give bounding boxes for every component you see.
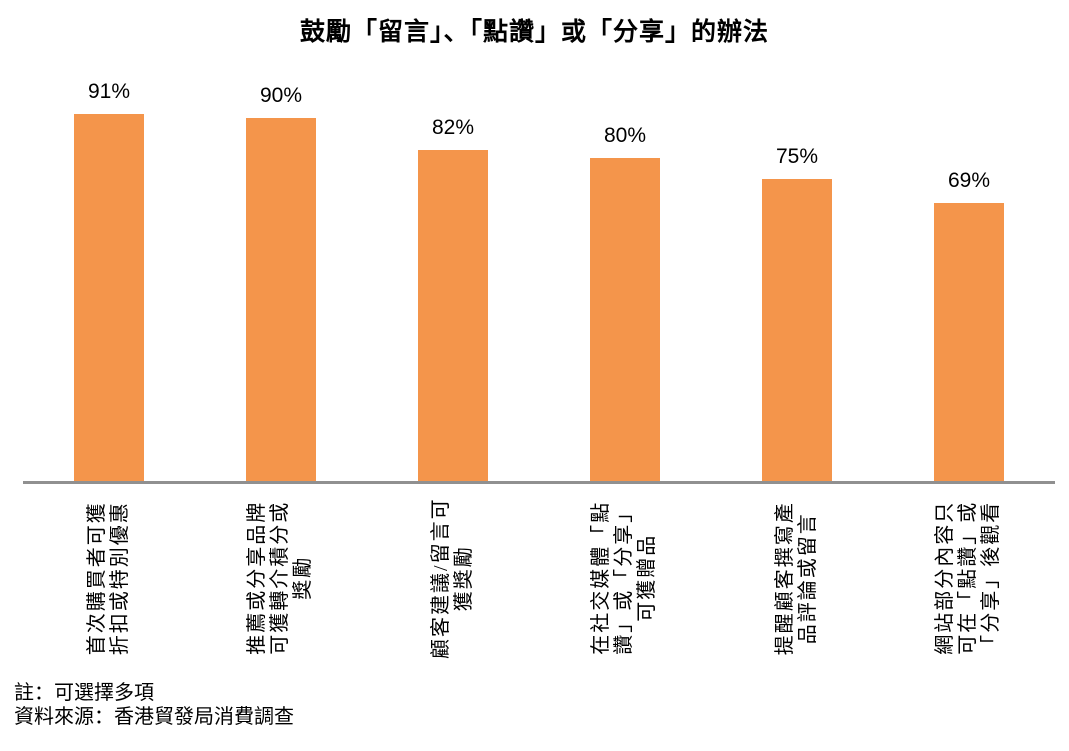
x-label: 網站部分內容只 可在「點讚」或 「分享」後觀看 <box>934 501 1003 655</box>
x-label-cell: 首次購買者可獲 折扣或特別優惠 <box>23 489 195 667</box>
bar <box>762 179 832 481</box>
footnote-source: 資料來源：香港貿發局消費調查 <box>14 706 294 729</box>
bar-group: 91% <box>23 0 195 481</box>
x-label: 顧客建議/留言可 獲獎勵 <box>429 497 475 659</box>
x-label-cell: 網站部分內容只 可在「點讚」或 「分享」後觀看 <box>883 489 1055 667</box>
bar-group: 90% <box>195 0 367 481</box>
plot-area: 91% 90% 82% 80% 75% 69% <box>23 0 1055 484</box>
bar <box>246 118 316 481</box>
bar-value-label: 82% <box>431 116 475 139</box>
bar-value-label: 69% <box>947 169 991 192</box>
x-label: 在社交媒體「點 讚」或「分享」 可獲贈品 <box>590 501 659 655</box>
footnotes: 註：可選擇多項 資料來源：香港貿發局消費調查 <box>14 681 294 730</box>
bar-value-label: 91% <box>87 80 131 103</box>
bar-group: 69% <box>883 0 1055 481</box>
x-label-cell: 提醒顧客撰寫產 品評論或留言 <box>711 489 883 667</box>
x-label: 首次購買者可獲 折扣或特別優惠 <box>85 501 131 655</box>
x-label: 推薦或分享品牌 可獲轉介積分或 獎勵 <box>246 501 315 655</box>
bar <box>934 203 1004 481</box>
bar-value-label: 90% <box>259 84 303 107</box>
x-label-cell: 顧客建議/留言可 獲獎勵 <box>367 489 539 667</box>
footnote-note: 註：可選擇多項 <box>14 682 154 704</box>
chart-title: 鼓勵「留言」、「點讚」或「分享」的辦法 <box>299 19 769 46</box>
bar-value-label: 75% <box>775 145 819 168</box>
bar <box>418 150 488 481</box>
x-label: 提醒顧客撰寫產 品評論或留言 <box>773 501 819 655</box>
bar-value-label: 80% <box>603 124 647 147</box>
x-axis-labels: 首次購買者可獲 折扣或特別優惠 推薦或分享品牌 可獲轉介積分或 獎勵 顧客建議/… <box>23 489 1055 667</box>
x-axis-line <box>23 481 1055 484</box>
bar <box>590 158 660 481</box>
bar-group: 80% <box>539 0 711 481</box>
bar-group: 75% <box>711 0 883 481</box>
bar <box>74 114 144 481</box>
x-label-cell: 推薦或分享品牌 可獲轉介積分或 獎勵 <box>195 489 367 667</box>
bar-group: 82% <box>367 0 539 481</box>
x-label-cell: 在社交媒體「點 讚」或「分享」 可獲贈品 <box>539 489 711 667</box>
